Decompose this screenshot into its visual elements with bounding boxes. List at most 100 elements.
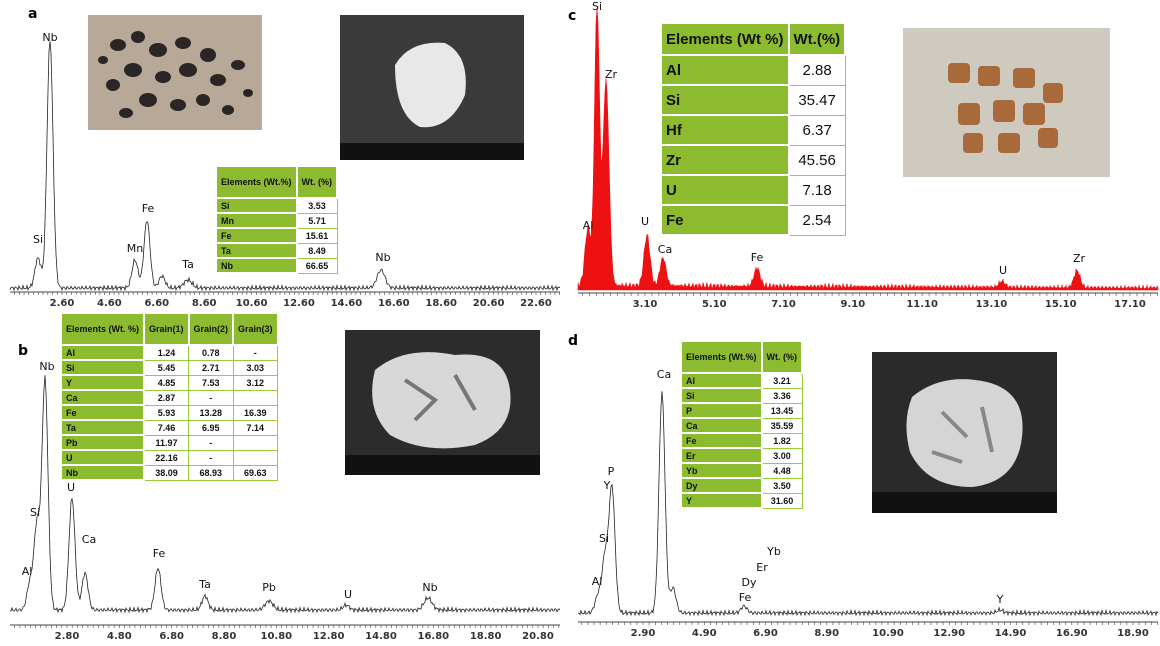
x-tick-label: 8.80: [212, 631, 237, 642]
table-cell: Ta: [215, 242, 298, 259]
peak-label: P: [608, 465, 615, 478]
x-tick-label: 14.80: [365, 631, 397, 642]
table-cell: -: [188, 434, 234, 451]
table-cell: 4.48: [761, 462, 803, 479]
spectrum: [577, 7, 1159, 292]
table-cell: 1.82: [761, 432, 803, 449]
grain-photo: [903, 28, 1110, 177]
table-row: Elements (Wt.%) Wt. (%): [680, 340, 804, 374]
sem-image: [345, 330, 540, 475]
peak-label: Ca: [658, 243, 672, 256]
table-cell: 68.93: [188, 464, 234, 481]
table-cell: 6.37: [788, 114, 846, 146]
table-row: Ta 8.49: [215, 242, 338, 259]
table-cell: Pb: [59, 434, 146, 451]
table-cell: Er: [680, 447, 763, 464]
table-cell: 1.24: [143, 344, 190, 361]
table-row: Er 3.00: [680, 447, 803, 464]
table-cell: Fe: [660, 204, 790, 236]
table-cell: 5.71: [296, 212, 338, 229]
composition-table: Elements (Wt.%) Wt. (%) Al 3.21 Si 3.36 P 13.45…: [680, 340, 804, 509]
table-cell: 15.61: [296, 227, 338, 244]
x-tick-label: 18.80: [470, 631, 502, 642]
table-cell: 5.45: [143, 359, 190, 376]
peak-label: Si: [599, 532, 609, 545]
table-row: Elements (Wt %) Wt.(%): [660, 22, 847, 56]
peak-label: Al: [583, 219, 594, 232]
peak-label: Fe: [153, 547, 166, 560]
peak-label: Zr: [605, 68, 618, 81]
header-cell: Elements (Wt.%): [215, 165, 298, 199]
x-tick-label: 6.60: [144, 298, 169, 309]
peak-label: U: [344, 588, 352, 601]
peak-label: Al: [592, 575, 603, 588]
x-tick-label: 14.60: [331, 298, 363, 309]
table-cell: 13.28: [188, 404, 234, 421]
peak-label: Ta: [181, 258, 194, 271]
table-cell: Y: [59, 374, 146, 391]
x-tick-label: 10.80: [261, 631, 293, 642]
x-tick-label: 4.60: [97, 298, 122, 309]
table-cell: 3.50: [761, 477, 803, 494]
x-tick-label: 20.60: [473, 298, 505, 309]
x-tick-label: 14.90: [995, 628, 1027, 639]
peak-label: Si: [33, 233, 43, 246]
table-row: Nb 66.65: [215, 257, 338, 274]
table-row: Dy 3.50: [680, 477, 803, 494]
x-tick-label: 15.10: [1045, 299, 1077, 310]
table-cell: Si: [680, 387, 763, 404]
x-tick-label: 5.10: [702, 299, 727, 310]
table-cell: 2.87: [143, 389, 190, 406]
spectrum: [9, 41, 561, 292]
x-tick-label: 8.60: [192, 298, 217, 309]
table-row: Hf 6.37: [660, 114, 846, 146]
table-cell: 3.12: [232, 374, 279, 391]
table-cell: 7.53: [188, 374, 234, 391]
table-cell: Nb: [59, 464, 146, 481]
table-cell: 35.59: [761, 417, 803, 434]
sem-image-art: [872, 379, 1057, 513]
table-cell: 2.88: [788, 54, 846, 86]
table-cell: 66.65: [296, 257, 338, 274]
panel-label: d: [568, 333, 578, 349]
table-cell: 22.16: [143, 449, 190, 466]
table-row: Fe 1.82: [680, 432, 803, 449]
table-cell: 7.46: [143, 419, 190, 436]
peak-label: Dy: [742, 576, 757, 589]
table-cell: 3.21: [761, 372, 803, 389]
peak-label: Mn: [127, 242, 143, 255]
peak-label: U: [67, 481, 75, 494]
spectrum: [10, 375, 561, 614]
table-cell: 31.60: [761, 492, 803, 509]
table-row: P 13.45: [680, 402, 803, 419]
x-tick-label: 16.90: [1056, 628, 1088, 639]
table-cell: 16.39: [232, 404, 279, 421]
grain-photo-art: [948, 63, 1063, 153]
table-cell: Y: [680, 492, 763, 509]
table-cell: Ca: [680, 417, 763, 434]
table-cell: -: [188, 449, 234, 466]
table-cell: Si: [59, 359, 146, 376]
panel-label: a: [28, 6, 37, 22]
table-cell: 2.71: [188, 359, 234, 376]
peak-label: Nb: [375, 251, 390, 264]
table-cell: Yb: [680, 462, 763, 479]
peak-label: U: [641, 215, 649, 228]
peak-label: Y: [996, 593, 1004, 606]
table-row: U 22.16-: [59, 449, 279, 466]
table-cell: 45.56: [788, 144, 846, 176]
table-row: Al 3.21: [680, 372, 803, 389]
header-cell: Grain(3): [232, 312, 279, 346]
x-tick-label: 6.80: [159, 631, 184, 642]
x-tick-label: 2.60: [50, 298, 75, 309]
table-cell: Fe: [215, 227, 298, 244]
peak-label: Nb: [422, 581, 437, 594]
table-cell: Ta: [59, 419, 146, 436]
peak-label: Si: [30, 506, 40, 519]
panel-label: b: [18, 343, 28, 359]
x-tick-label: 17.10: [1114, 299, 1146, 310]
peak-label: U: [999, 264, 1007, 277]
table-cell: Al: [59, 344, 146, 361]
x-tick-label: 2.90: [631, 628, 656, 639]
